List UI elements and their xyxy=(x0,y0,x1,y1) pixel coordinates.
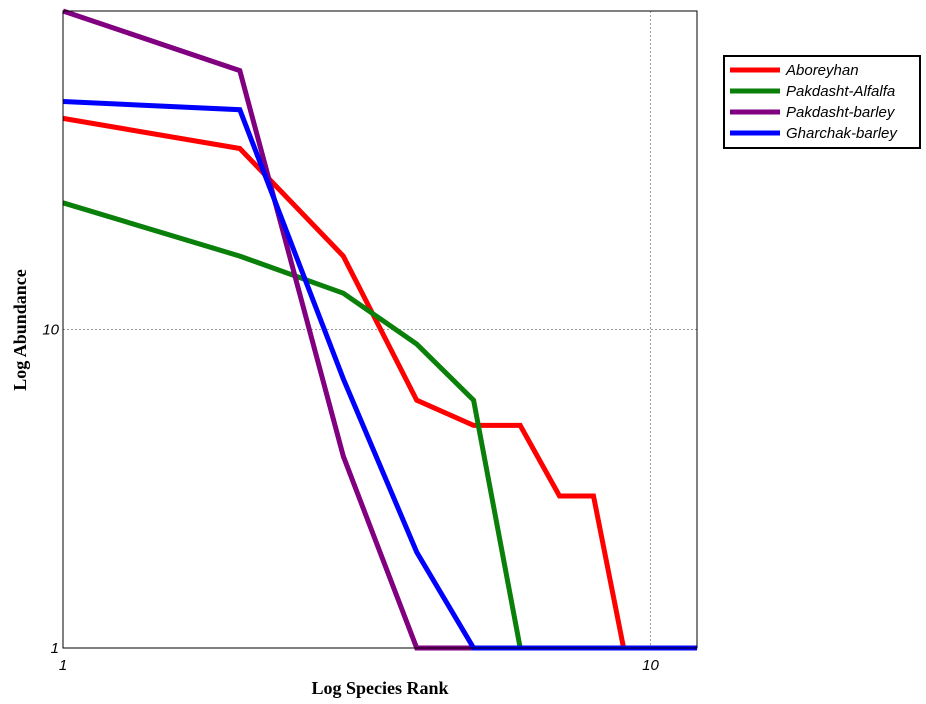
y-tick-label: 1 xyxy=(51,640,59,657)
legend-label-pakdasht-alfalfa: Pakdasht-Alfalfa xyxy=(786,83,895,100)
series-lines xyxy=(62,8,697,651)
x-axis-title: Log Species Rank xyxy=(311,678,448,698)
x-tick-label: 10 xyxy=(642,657,659,674)
tick-labels: 1 10 1 10 xyxy=(42,322,659,675)
y-axis-title: Log Abundance xyxy=(10,269,30,391)
legend-label-gharchak-barley: Gharchak-barley xyxy=(786,125,898,142)
plot-frame xyxy=(62,10,698,649)
legend-label-aboreyhan: Aboreyhan xyxy=(785,62,859,79)
series-line-aboreyhan xyxy=(62,115,697,651)
x-tick-label: 1 xyxy=(59,657,67,674)
legend-label-pakdasht-barley: Pakdasht-barley xyxy=(786,104,896,121)
series-line-gharchak-barley xyxy=(62,99,697,651)
series-line-pakdasht-alfalfa xyxy=(62,200,697,651)
legend: Aboreyhan Pakdasht-Alfalfa Pakdasht-barley… xyxy=(723,55,921,149)
y-tick-label: 10 xyxy=(42,322,59,339)
